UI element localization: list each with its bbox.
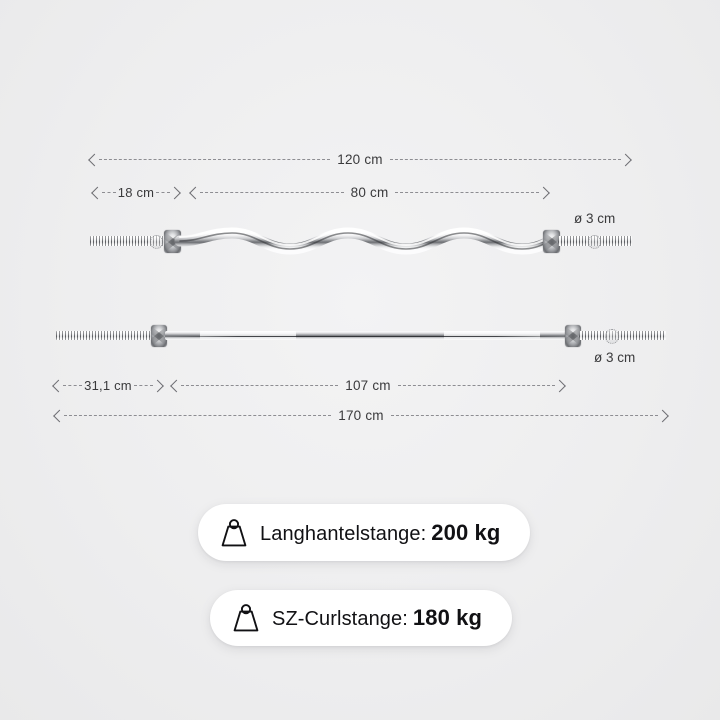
capacity-label: Langhantelstange: — [260, 522, 427, 545]
curl-bar-left-ring — [150, 235, 163, 249]
dimension-line — [64, 415, 332, 417]
dimension-line — [395, 192, 540, 194]
dimension-line — [63, 385, 83, 387]
weight-icon — [220, 518, 248, 548]
dimension-curl-inner-length: 80 cm — [191, 184, 548, 202]
curl-bar-illustration — [88, 222, 634, 262]
dimension-curl-sleeve-length: 18 cm — [93, 184, 179, 202]
capacity-text: SZ-Curlstange: 180 kg — [272, 605, 482, 631]
dimension-line — [389, 159, 622, 161]
dimension-straight-inner-length: 107 cm — [172, 377, 564, 395]
straight-bar-illustration — [54, 322, 668, 350]
arrow-right-icon — [153, 380, 162, 392]
arrow-left-icon — [93, 187, 102, 199]
dimension-line — [99, 159, 331, 161]
dimension-line — [390, 415, 659, 417]
curl-bar-left-sleeve — [90, 236, 168, 246]
dimension-label: 31,1 cm — [84, 377, 132, 393]
arrow-left-icon — [54, 380, 63, 392]
dimension-straight-total-length: 170 cm — [55, 407, 667, 425]
dimension-line — [102, 192, 116, 194]
dimension-line — [156, 192, 170, 194]
capacity-pill-sz-curlstange: SZ-Curlstange: 180 kg — [210, 590, 512, 646]
arrow-right-icon — [539, 187, 548, 199]
arrow-left-icon — [172, 380, 181, 392]
straight-bar-right-ring — [605, 329, 619, 344]
dimension-label: 120 cm — [337, 151, 383, 167]
diameter-label-curl-bar: ø 3 cm — [574, 211, 616, 226]
curl-bar-shaft — [174, 227, 560, 255]
dimension-label: 170 cm — [338, 407, 384, 423]
straight-bar-left-sleeve — [56, 331, 154, 340]
dimension-line — [200, 192, 344, 194]
curl-bar-left-collar — [164, 230, 181, 253]
arrow-right-icon — [621, 154, 630, 166]
straight-bar-right-collar — [565, 325, 581, 347]
capacity-text: Langhantelstange: 200 kg — [260, 520, 500, 546]
weight-icon — [232, 603, 260, 633]
arrow-right-icon — [555, 380, 564, 392]
diameter-label-straight-bar: ø 3 cm — [594, 350, 636, 365]
straight-bar-left-collar — [151, 325, 167, 347]
capacity-label: SZ-Curlstange: — [272, 608, 408, 630]
arrow-right-icon — [170, 187, 179, 199]
dimension-line — [397, 385, 556, 387]
arrow-left-icon — [55, 410, 64, 422]
arrow-left-icon — [90, 154, 99, 166]
curl-bar-right-collar — [543, 230, 560, 253]
capacity-value: 200 kg — [431, 519, 501, 545]
dimension-line — [181, 385, 339, 387]
curl-bar-right-ring — [588, 235, 601, 249]
dimension-label: 107 cm — [345, 377, 391, 393]
dimension-label: 18 cm — [117, 184, 155, 200]
dimension-curl-total-length: 120 cm — [90, 151, 630, 169]
straight-bar-right-sleeve — [579, 331, 666, 340]
dimension-straight-sleeve-length: 31,1 cm — [54, 377, 162, 395]
arrow-left-icon — [191, 187, 200, 199]
straight-bar-center-line — [165, 335, 569, 338]
capacity-value: 180 kg — [412, 605, 482, 630]
dimension-line — [133, 385, 153, 387]
capacity-pill-langhantelstange: Langhantelstange: 200 kg — [198, 504, 530, 561]
dimension-label: 80 cm — [350, 184, 389, 200]
arrow-right-icon — [658, 410, 667, 422]
